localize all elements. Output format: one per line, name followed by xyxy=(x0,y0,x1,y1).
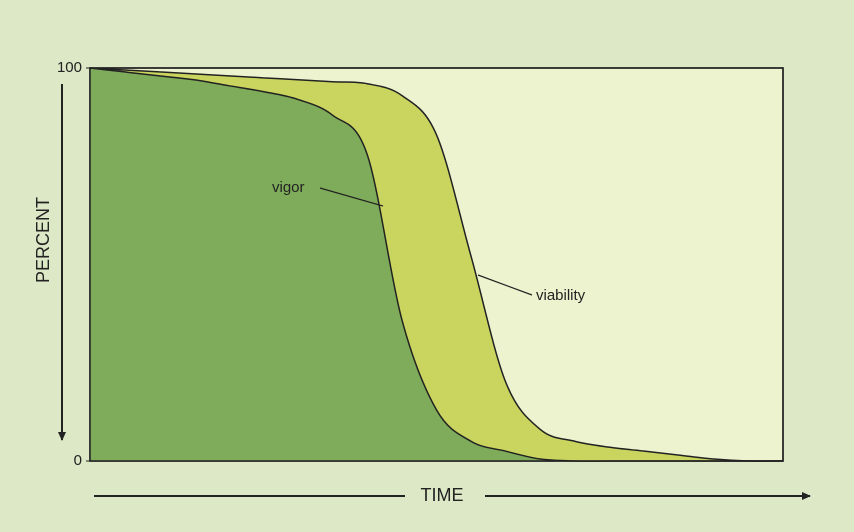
annotation-leader xyxy=(319,187,384,207)
annotation: viability xyxy=(536,287,586,304)
x-axis-label: TIME xyxy=(421,485,464,505)
annotation-leader xyxy=(477,274,533,296)
y-tick-label: 100 xyxy=(57,59,82,76)
plot-frame xyxy=(89,67,784,462)
annotation: vigor xyxy=(272,179,305,196)
area-line xyxy=(89,67,784,462)
area xyxy=(90,68,783,462)
y-tick-label: 0 xyxy=(74,452,82,469)
y-axis-label: PERCENT xyxy=(33,197,53,283)
